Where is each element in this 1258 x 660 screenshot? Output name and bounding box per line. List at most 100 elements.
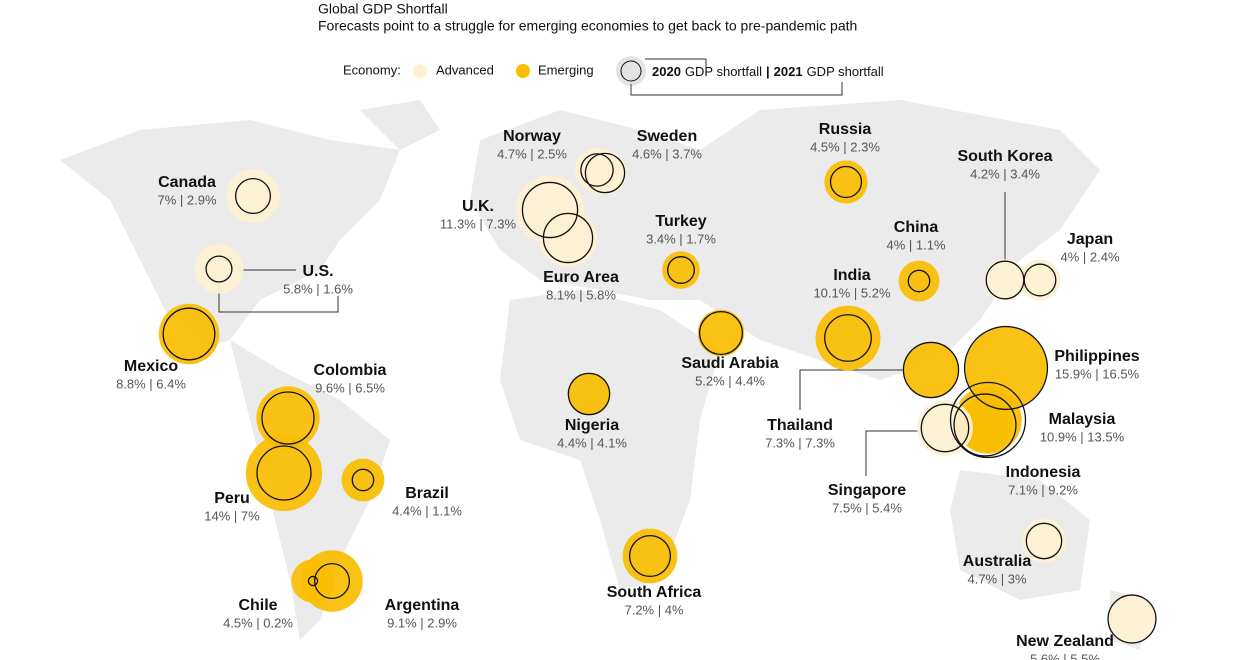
value-label: 7.1% | 9.2%	[1008, 482, 1078, 497]
ring-2021	[567, 372, 611, 416]
country-name: Norway	[503, 128, 561, 145]
bubble-2020	[1107, 594, 1157, 644]
country-name: Sweden	[637, 128, 697, 145]
value-label: 7.3% | 7.3%	[765, 435, 835, 450]
country-name: New Zealand	[1016, 633, 1114, 650]
bubble-2020	[583, 151, 627, 195]
country-name: Chile	[238, 597, 277, 614]
ring-2021	[234, 177, 272, 215]
ring-2021	[1023, 263, 1057, 297]
bubble-2020	[898, 260, 940, 302]
bubble-2020	[158, 303, 220, 365]
connector	[865, 430, 918, 476]
ring-2021	[542, 212, 594, 264]
value-label: 4.7% | 2.5%	[497, 146, 567, 161]
key-separator: |	[766, 64, 770, 79]
country-name: Argentina	[385, 597, 460, 614]
country-name: Japan	[1067, 231, 1113, 248]
ring-2021	[256, 445, 312, 501]
country-name: Australia	[963, 553, 1032, 570]
legend-swatch	[516, 64, 530, 78]
ring-2021	[313, 562, 351, 600]
legend-item: Advanced	[436, 62, 494, 77]
ring-2021	[1025, 522, 1063, 560]
legend-label: Economy:	[343, 62, 401, 77]
ring-2021	[698, 310, 744, 356]
country-name: Canada	[158, 174, 216, 191]
value-label: 4.2% | 3.4%	[970, 166, 1040, 181]
key-year: 2020	[652, 64, 681, 79]
key-outer	[616, 56, 646, 86]
country-name: Thailand	[767, 417, 833, 434]
chart-subtitle: Forecasts point to a struggle for emergi…	[318, 18, 857, 34]
value-label: 3.4% | 1.7%	[646, 231, 716, 246]
value-label: 10.1% | 5.2%	[813, 285, 891, 300]
bubble-2020	[697, 309, 745, 357]
bubble-2020	[226, 169, 280, 223]
ring-2021	[824, 314, 872, 362]
bubble-2020	[341, 458, 385, 502]
value-label: 4.7% | 3%	[967, 571, 1026, 586]
bubble-2020	[538, 208, 598, 268]
country-name: Malaysia	[1049, 411, 1116, 428]
rings	[162, 152, 1157, 644]
ring-2021	[351, 468, 375, 492]
bubble-2020	[622, 528, 678, 584]
country-name: Turkey	[655, 213, 706, 230]
bubble-2020	[567, 372, 611, 416]
country-name: Singapore	[828, 482, 906, 499]
key-connector	[630, 82, 843, 96]
value-label: 11.3% | 7.3%	[440, 216, 517, 231]
key-label: GDP shortfall	[685, 64, 762, 79]
value-label: 4% | 2.4%	[1060, 249, 1119, 264]
ring-2021	[162, 307, 216, 361]
country-name: Indonesia	[1006, 464, 1081, 481]
country-name: Russia	[819, 121, 872, 138]
country-name: India	[833, 267, 870, 284]
ring-2021	[902, 341, 960, 399]
ring-2021	[580, 153, 614, 187]
country-name: U.K.	[462, 198, 494, 215]
bubble-2020	[903, 342, 959, 398]
value-label: 4.4% | 1.1%	[392, 503, 462, 518]
chart-title: Global GDP Shortfall	[318, 1, 448, 17]
key-connector	[645, 58, 707, 71]
value-label: 5.2% | 4.4%	[695, 373, 765, 388]
ring-2021	[829, 165, 863, 199]
key: 2020 GDP shortfall | 2021 GDP shortfall	[616, 56, 884, 96]
connector	[218, 269, 339, 313]
value-label: 9.1% | 2.9%	[387, 615, 457, 630]
ring-2021	[307, 575, 319, 587]
ring-2021	[963, 325, 1049, 411]
country-name: Colombia	[314, 362, 387, 379]
country-name: South Korea	[957, 148, 1052, 165]
country-name: U.S.	[302, 263, 333, 280]
connector	[799, 369, 903, 410]
value-label: 7.2% | 4%	[624, 602, 683, 617]
country-name: South Africa	[607, 584, 702, 601]
ring-2021	[584, 152, 626, 194]
ring-2021	[920, 403, 970, 453]
key-inner	[620, 60, 642, 82]
key-year: 2021	[774, 64, 803, 79]
legend-item: Emerging	[538, 62, 594, 77]
value-label: 8.8% | 6.4%	[116, 376, 186, 391]
legend-swatch	[413, 64, 427, 78]
key-label: GDP shortfall	[807, 64, 884, 79]
country-name: Nigeria	[565, 417, 619, 434]
bubble-2020	[957, 397, 1013, 453]
ring-2021	[1107, 594, 1157, 644]
value-label: 4% | 1.1%	[886, 237, 945, 252]
bubble-2020	[1021, 518, 1067, 564]
country-name: Euro Area	[543, 269, 619, 286]
ring-2021	[261, 391, 315, 445]
country-name: Philippines	[1054, 348, 1139, 365]
connectors	[218, 192, 1006, 476]
ring-2021	[907, 269, 931, 293]
value-label: 7% | 2.9%	[157, 192, 216, 207]
country-name: Mexico	[124, 358, 178, 375]
value-label: 8.1% | 5.8%	[546, 287, 616, 302]
value-label: 4.6% | 3.7%	[632, 146, 702, 161]
key-text: 2020 GDP shortfall | 2021 GDP shortfall	[652, 64, 884, 79]
value-label: 10.9% | 13.5%	[1040, 429, 1125, 444]
